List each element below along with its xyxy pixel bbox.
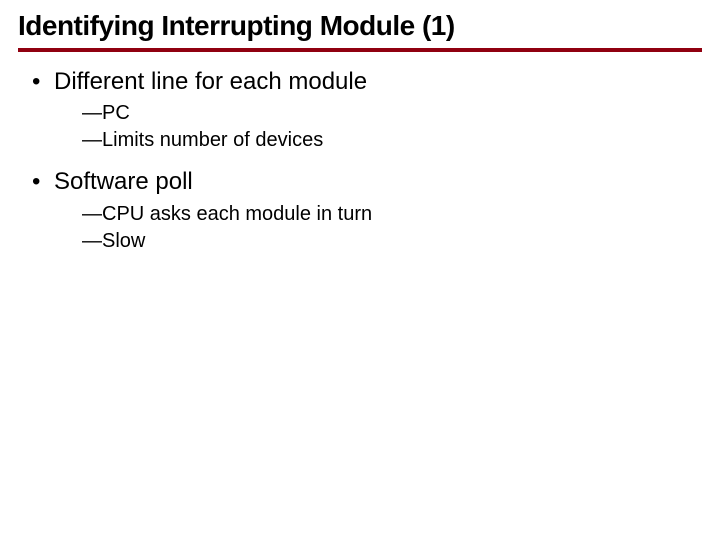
sub-item: —CPU asks each module in turn [82,201,702,228]
bullet-text: Different line for each module [54,68,367,95]
slide-title: Identifying Interrupting Module (1) [18,10,702,42]
sub-item: —PC [82,100,702,127]
sub-item: —Limits number of devices [82,127,702,154]
bullet-item: Different line for each module —PC —Limi… [32,66,702,154]
bullet-list: Different line for each module —PC —Limi… [32,66,702,255]
bullet-item: Software poll —CPU asks each module in t… [32,166,702,254]
sub-item: —Slow [82,228,702,255]
sub-list: —CPU asks each module in turn —Slow [82,201,702,255]
title-underline [18,48,702,52]
sub-list: —PC —Limits number of devices [82,100,702,154]
slide: Identifying Interrupting Module (1) Diff… [0,0,720,540]
bullet-text: Software poll [54,168,193,195]
